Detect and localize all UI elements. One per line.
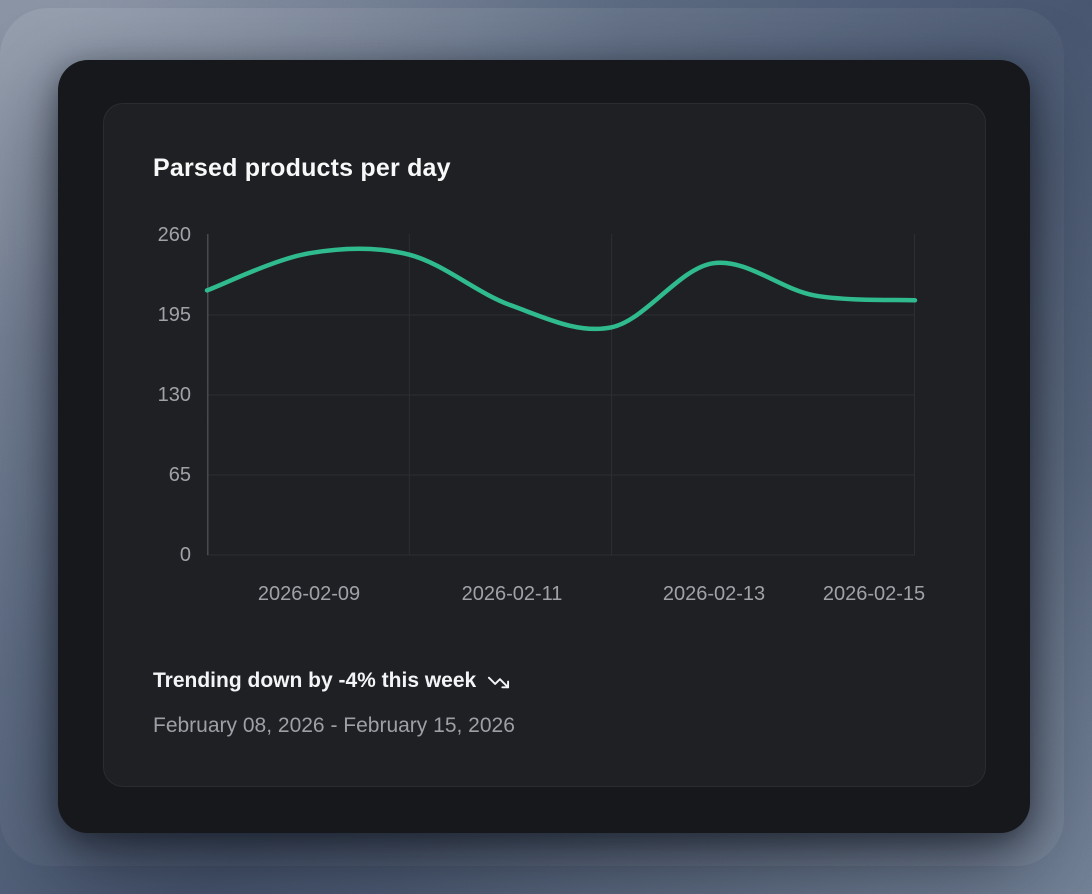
x-axis-tick: 2026-02-11	[461, 583, 563, 605]
chart-line-series	[204, 246, 918, 332]
y-axis-tick: 0	[179, 544, 191, 566]
trending-down-icon	[488, 676, 510, 688]
trend-summary-label: Trending down by -4% this week	[153, 669, 477, 692]
chart-card: Parsed products per day 260 195 130 65 0	[103, 103, 986, 787]
line-chart-plot	[204, 234, 918, 556]
window-frame: Parsed products per day 260 195 130 65 0	[58, 60, 1030, 833]
date-range-label: February 08, 2026 - February 15, 2026	[153, 714, 515, 737]
x-axis-tick: 2026-02-15	[822, 583, 926, 605]
x-axis-tick: 2026-02-09	[257, 583, 361, 605]
y-axis-tick: 195	[157, 304, 191, 326]
trend-summary: Trending down by -4% this week	[153, 667, 510, 695]
x-axis-tick: 2026-02-13	[662, 583, 766, 605]
y-axis-tick: 260	[157, 224, 191, 246]
y-axis-tick: 65	[168, 464, 191, 486]
y-axis-tick: 130	[157, 384, 191, 406]
